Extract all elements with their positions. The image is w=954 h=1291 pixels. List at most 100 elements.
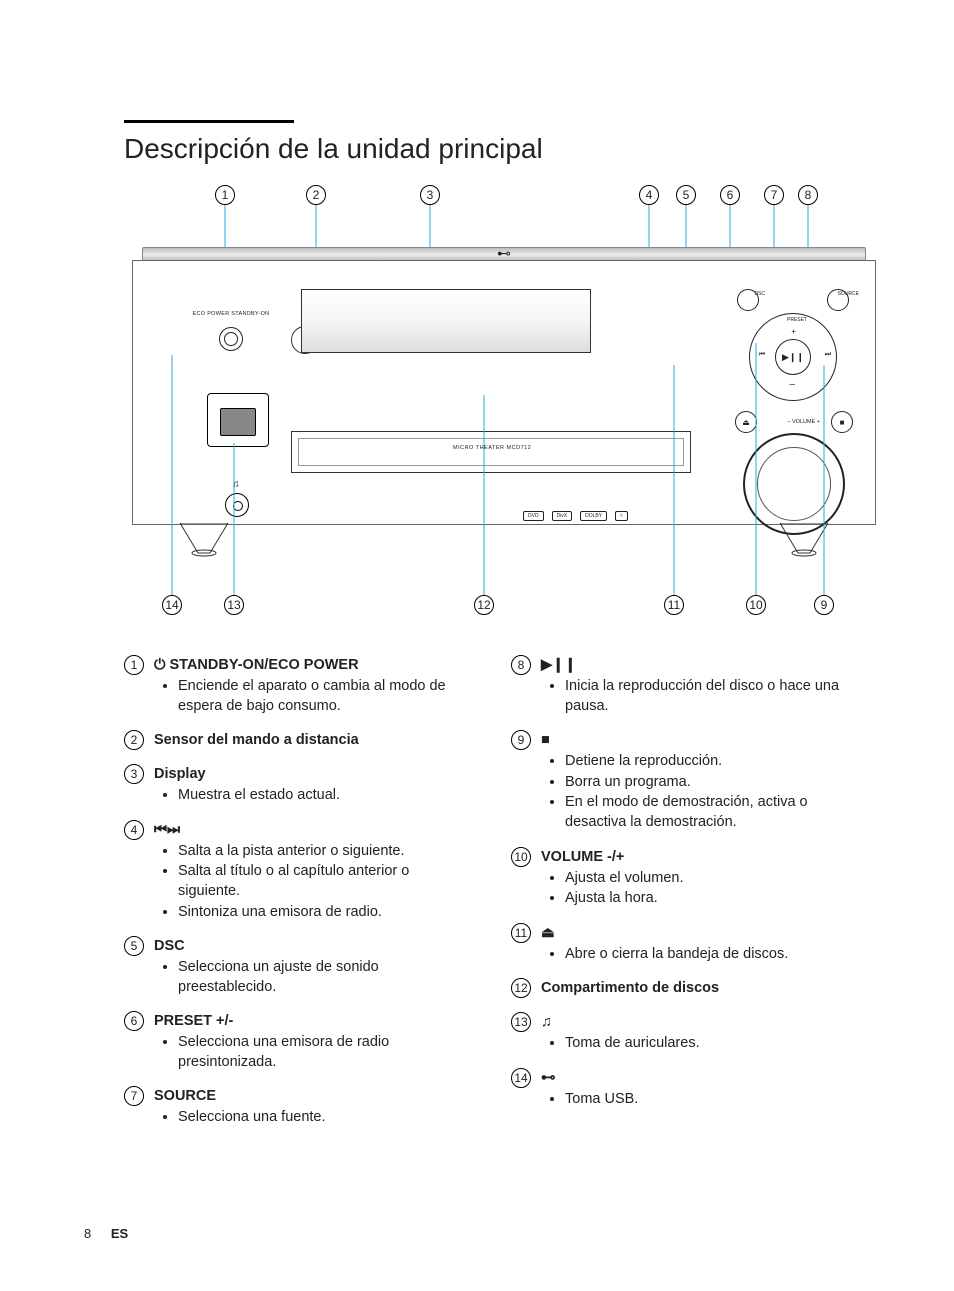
- callout-14: 14: [162, 595, 182, 615]
- legend-label: SOURCE: [154, 1088, 216, 1104]
- legend: 1 ⏻ STANDBY-ON/ECO POWER Enciende el apara…: [124, 655, 854, 1142]
- callout-12: 12: [474, 595, 494, 615]
- heading-rule: [124, 120, 294, 123]
- legend-item-11: 11⏏ Abre o cierra la bandeja de discos.: [511, 923, 854, 965]
- usb-port[interactable]: [207, 393, 269, 447]
- legend-label: DSC: [154, 938, 185, 954]
- legend-num: 1: [124, 655, 144, 675]
- bottom-callouts: 14131211109: [124, 595, 884, 615]
- standby-button[interactable]: [219, 327, 243, 351]
- callout-1: 1: [215, 185, 235, 205]
- legend-item-2: 2 Sensor del mando a distancia: [124, 730, 467, 750]
- disc-tray[interactable]: [291, 431, 691, 473]
- standby-label: ECO POWER STANDBY-ON: [191, 311, 271, 317]
- legend-bullet: Sintoniza una emisora de radio.: [178, 903, 467, 923]
- legend-bullets: Detiene la reproducción.Borra un program…: [565, 752, 854, 832]
- legend-bullet: Borra un programa.: [565, 773, 854, 793]
- manual-page: Descripción de la unidad principal 12345…: [0, 0, 954, 1291]
- play-pause-button[interactable]: ▶❙❙: [775, 339, 811, 375]
- source-label: SOURCE: [838, 291, 859, 297]
- legend-num: 13: [511, 1012, 531, 1032]
- unit-front-panel: PHILIPS ECO POWER STANDBY-ON ⊷ ♫ MICRO T…: [132, 260, 876, 525]
- legend-num: 9: [511, 730, 531, 750]
- legend-col-right: 8▶❙❙ Inicia la reproducción del disco o …: [511, 655, 854, 1142]
- legend-bullets: Enciende el aparato o cambia al modo de …: [178, 677, 467, 716]
- legend-item-4: 4⏮⏭ Salta a la pista anterior o siguient…: [124, 820, 467, 922]
- legend-item-6: 6PRESET +/-Selecciona una emisora de rad…: [124, 1011, 467, 1072]
- callout-13: 13: [224, 595, 244, 615]
- legend-item-13: 13 ♫ Toma de auriculares.: [511, 1012, 854, 1054]
- legend-bullet: Enciende el aparato o cambia al modo de …: [178, 677, 467, 716]
- callout-8: 8: [798, 185, 818, 205]
- legend-symbol: ■: [541, 732, 550, 748]
- volume-label: – VOLUME +: [787, 419, 820, 425]
- unit-body: PHILIPS ECO POWER STANDBY-ON ⊷ ♫ MICRO T…: [124, 247, 884, 557]
- stop-button[interactable]: ■: [831, 411, 853, 433]
- legend-col-left: 1 ⏻ STANDBY-ON/ECO POWER Enciende el apara…: [124, 655, 467, 1142]
- legend-label: ⏻ STANDBY-ON/ECO POWER: [154, 657, 359, 673]
- legend-bullet: En el modo de demostración, activa o des…: [565, 793, 854, 832]
- callout-7: 7: [764, 185, 784, 205]
- callout-4: 4: [639, 185, 659, 205]
- callout-11: 11: [664, 595, 684, 615]
- callout-10: 10: [746, 595, 766, 615]
- page-number: 8: [84, 1226, 91, 1241]
- legend-bullet: Toma USB.: [565, 1090, 854, 1110]
- legend-label: ▶❙❙: [541, 657, 576, 673]
- preset-plus[interactable]: +: [791, 327, 796, 336]
- legend-bullets: Selecciona una fuente.: [178, 1108, 467, 1128]
- eject-button[interactable]: ⏏: [735, 411, 757, 433]
- callout-2: 2: [306, 185, 326, 205]
- legend-label: ⊷: [541, 1070, 556, 1086]
- legend-label: ⏮⏭: [154, 822, 180, 838]
- legend-symbol: ⏏: [541, 925, 555, 941]
- legend-symbol: ▶❙❙: [541, 657, 576, 673]
- legend-bullet: Abre o cierra la bandeja de discos.: [565, 945, 854, 965]
- legend-label: Sensor del mando a distancia: [154, 732, 359, 748]
- legend-symbol: ⏻: [154, 657, 170, 673]
- legend-num: 2: [124, 730, 144, 750]
- legend-num: 7: [124, 1086, 144, 1106]
- format-badge: DivX: [552, 511, 573, 521]
- legend-symbol: ⊷: [541, 1070, 556, 1086]
- legend-num: 12: [511, 978, 531, 998]
- leader-line: [674, 365, 675, 595]
- track-prev-icon[interactable]: ⏮: [759, 351, 765, 359]
- legend-label: VOLUME -/+: [541, 849, 624, 865]
- leader-line: [824, 365, 825, 595]
- display-panel: [301, 289, 591, 353]
- callout-5: 5: [676, 185, 696, 205]
- legend-bullet: Selecciona una emisora de radio presinto…: [178, 1033, 467, 1072]
- preset-minus[interactable]: –: [789, 379, 795, 390]
- format-badge: DVD: [523, 511, 544, 521]
- format-badges: DVDDivXDOLBY≈: [523, 511, 628, 521]
- page-title: Descripción de la unidad principal: [124, 133, 854, 165]
- legend-label: ♫: [541, 1014, 552, 1030]
- legend-bullet: Salta al título o al capítulo anterior o…: [178, 862, 467, 901]
- callout-3: 3: [420, 185, 440, 205]
- legend-num: 14: [511, 1068, 531, 1088]
- leader-line: [484, 395, 485, 595]
- usb-icon: ⊷: [497, 245, 511, 262]
- legend-bullets: Toma de auriculares.: [565, 1034, 854, 1054]
- legend-bullet: Selecciona una fuente.: [178, 1108, 467, 1128]
- format-badge: ≈: [615, 511, 628, 521]
- leader-line: [234, 443, 235, 595]
- volume-knob[interactable]: [743, 433, 845, 535]
- legend-item-12: 12Compartimento de discos: [511, 978, 854, 998]
- legend-num: 5: [124, 936, 144, 956]
- leader-line: [756, 343, 757, 595]
- legend-symbol: ⏮⏭: [154, 822, 180, 838]
- foot-left: [174, 523, 234, 557]
- legend-bullet: Toma de auriculares.: [565, 1034, 854, 1054]
- headphone-jack[interactable]: [225, 493, 249, 517]
- leader-line: [172, 355, 173, 595]
- page-lang: ES: [111, 1226, 128, 1241]
- legend-bullet: Detiene la reproducción.: [565, 752, 854, 772]
- legend-item-8: 8▶❙❙ Inicia la reproducción del disco o …: [511, 655, 854, 716]
- legend-item-7: 7 SOURCE Selecciona una fuente.: [124, 1086, 467, 1128]
- legend-num: 6: [124, 1011, 144, 1031]
- legend-bullet: Inicia la reproducción del disco o hace …: [565, 677, 854, 716]
- top-callouts: 12345678: [124, 185, 884, 205]
- track-next-icon[interactable]: ⏭: [825, 351, 831, 359]
